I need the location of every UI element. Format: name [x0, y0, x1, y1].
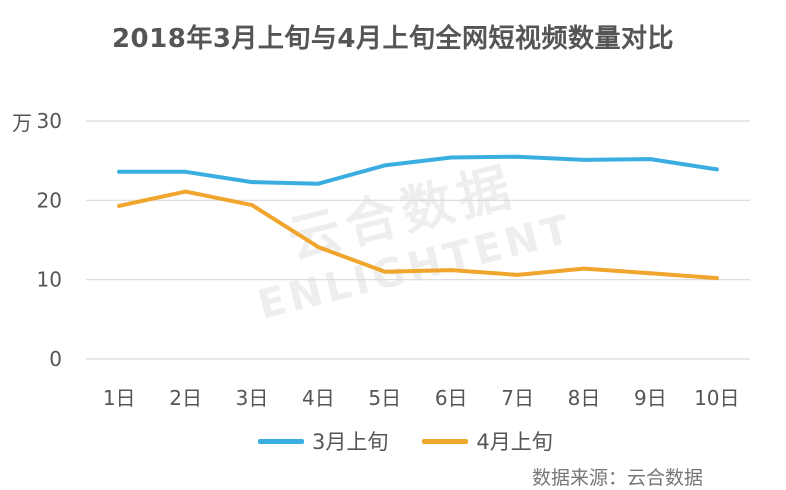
- x-tick-7: 7日: [501, 386, 534, 410]
- series-1-point-5: [382, 163, 387, 168]
- x-tick-6: 6日: [435, 386, 468, 410]
- x-tick-5: 5日: [368, 386, 401, 410]
- legend-swatch-april: [422, 438, 469, 444]
- series-1-point-7: [515, 154, 520, 159]
- legend-item-march: 3月上旬: [258, 426, 388, 456]
- series-2-point-7: [515, 272, 520, 277]
- series-2-point-8: [582, 266, 586, 271]
- y-unit-label: 万: [12, 111, 32, 135]
- x-tick-3: 3日: [236, 386, 269, 410]
- y-tick-10: 10: [37, 268, 62, 292]
- series-2-point-4: [316, 245, 321, 250]
- x-tick-4: 4日: [302, 386, 335, 410]
- grid-lines: [86, 120, 750, 360]
- series-1-point-9: [648, 157, 653, 162]
- series-1-point-3: [250, 180, 254, 185]
- x-tick-labels: 1日 2日 3日 4日 5日 6日 7日 8日 9日 10日: [103, 386, 740, 410]
- legend: 3月上旬 4月上旬: [258, 426, 553, 456]
- series-lines: [117, 154, 719, 281]
- x-tick-8: 8日: [568, 386, 601, 410]
- series-2-point-2: [183, 189, 188, 194]
- legend-label-april: 4月上旬: [476, 430, 553, 454]
- legend-swatch-march: [258, 438, 304, 444]
- series-1-point-8: [582, 157, 586, 162]
- series-2-point-6: [449, 268, 454, 273]
- series-1-point-4: [316, 181, 321, 186]
- series-1-point-2: [183, 169, 188, 174]
- series-2-point-1: [117, 203, 122, 208]
- series-2-point-3: [250, 203, 254, 208]
- series-2-point-10: [714, 276, 719, 281]
- series-2-point-9: [648, 271, 653, 276]
- y-tick-labels: 0 10 20 30: [37, 109, 62, 371]
- series-2-point-5: [382, 269, 387, 274]
- x-tick-1: 1日: [103, 386, 136, 410]
- legend-label-march: 3月上旬: [312, 430, 389, 454]
- series-1-point-1: [117, 169, 122, 174]
- x-tick-2: 2日: [169, 386, 202, 410]
- x-tick-10: 10日: [694, 386, 739, 410]
- series-line-2: [117, 189, 719, 281]
- line-chart: 0 10 20 30 万 1日 2日 3日 4日 5日 6日 7日 8日 9日 10日: [12, 109, 750, 410]
- series-1-point-6: [449, 155, 454, 160]
- y-tick-30: 30: [37, 109, 62, 133]
- chart-title: 2018年3月上旬与4月上旬全网短视频数量对比: [111, 24, 675, 54]
- series-line-1: [117, 154, 719, 186]
- x-tick-9: 9日: [634, 386, 667, 410]
- series-1-point-10: [714, 167, 719, 172]
- y-tick-0: 0: [49, 347, 62, 371]
- y-tick-20: 20: [37, 188, 62, 212]
- legend-item-april: 4月上旬: [422, 426, 553, 456]
